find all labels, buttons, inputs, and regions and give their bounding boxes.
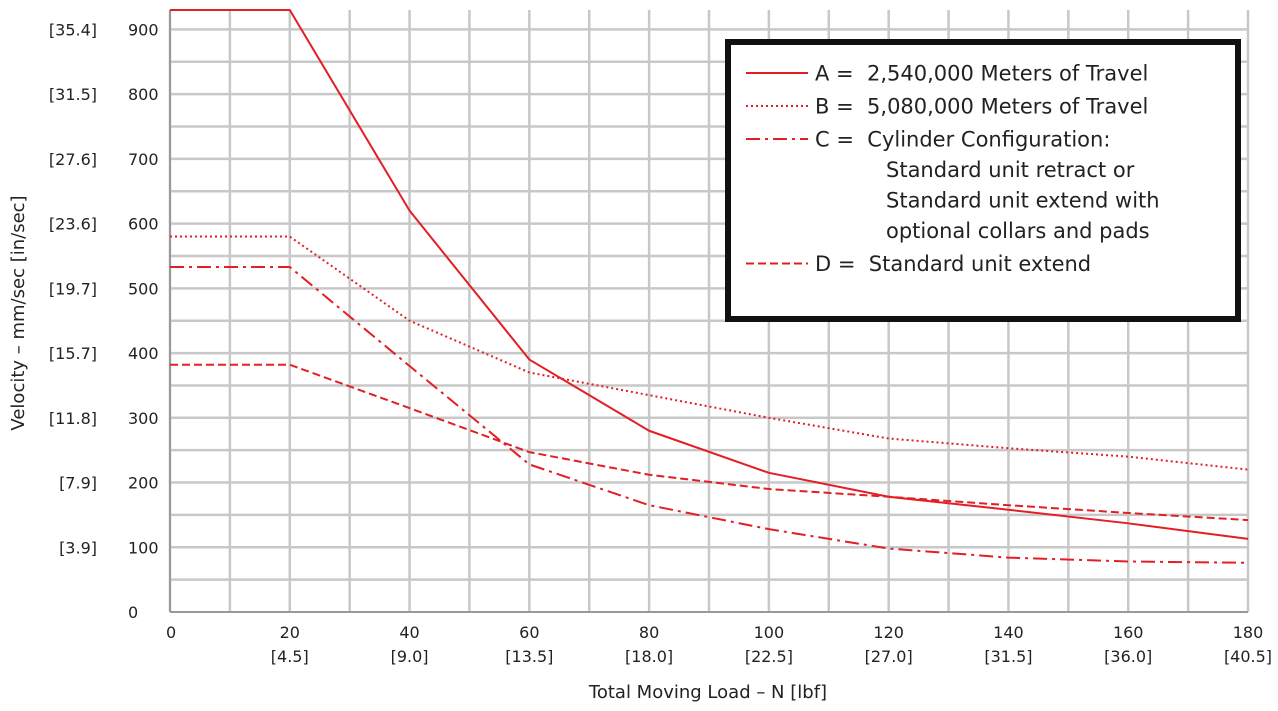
legend-label-c: optional collars and pads (886, 219, 1150, 243)
x-tick-label: 120 (873, 623, 904, 642)
y-axis-title: Velocity – mm/sec [in/sec] (8, 195, 29, 430)
x-tick-label: 0 (166, 623, 176, 642)
legend-label-d: D = Standard unit extend (815, 252, 1091, 276)
series-line-c (170, 265, 1249, 564)
x-axis-title: Total Moving Load – N [lbf] (588, 682, 827, 703)
x-tick-label: 180 (1233, 623, 1264, 642)
series-line-a (170, 9, 1249, 540)
x-tick-label-alt: [13.5] (505, 647, 553, 666)
x-tick-label-alt: [9.0] (391, 647, 429, 666)
series-lines (170, 9, 1249, 564)
legend-label-c: C = Cylinder Configuration: (815, 128, 1110, 152)
x-tick-label: 100 (754, 623, 785, 642)
x-tick-label: 60 (519, 623, 539, 642)
x-tick-label-alt: [18.0] (625, 647, 673, 666)
y-tick-label: 800 (128, 85, 159, 104)
y-tick-label-alt: [31.5] (49, 85, 97, 104)
y-tick-label-alt: [35.4] (49, 20, 97, 39)
y-tick-label: 300 (128, 409, 159, 428)
x-tick-label-alt: [4.5] (271, 647, 309, 666)
x-tick-label-alt: [31.5] (984, 647, 1032, 666)
legend: A = 2,540,000 Meters of Travel B = 5,080,… (725, 39, 1241, 322)
x-tick-label-alt: [36.0] (1104, 647, 1152, 666)
y-tick-label: 900 (128, 20, 159, 39)
y-tick-label: 600 (128, 215, 159, 234)
x-tick-label-alt: [40.5] (1224, 647, 1272, 666)
legend-label-c: Standard unit retract or (886, 158, 1135, 182)
x-tick-label: 160 (1113, 623, 1144, 642)
y-tick-label-alt: [23.6] (49, 215, 97, 234)
x-tick-label: 20 (280, 623, 300, 642)
x-tick-label: 140 (993, 623, 1024, 642)
y-tick-label-alt: [27.6] (49, 150, 97, 169)
y-tick-label: 400 (128, 344, 159, 363)
x-tick-label: 80 (639, 623, 659, 642)
y-tick-label-alt: [19.7] (49, 279, 97, 298)
x-axis-ticks: 0 20 [4.5] 40 [9.0] 60 [13.5] 80 [18.0] 100 [22.5]… (166, 623, 1272, 666)
y-tick-label-alt: [15.7] (49, 344, 97, 363)
x-tick-label-alt: [22.5] (745, 647, 793, 666)
legend-box (725, 39, 1241, 322)
y-tick-label-alt: [11.8] (49, 409, 97, 428)
y-tick-label: 500 (128, 279, 159, 298)
y-tick-label: 200 (128, 474, 159, 493)
y-tick-label-alt: [3.9] (59, 538, 97, 557)
x-tick-label: 40 (399, 623, 419, 642)
legend-label-b: B = 5,080,000 Meters of Travel (815, 95, 1148, 119)
y-tick-label: 700 (128, 150, 159, 169)
axes (169, 10, 1248, 613)
legend-label-c: Standard unit extend with (886, 189, 1160, 213)
series-line-d (170, 363, 1249, 522)
y-axis-ticks: 0 100 [3.9] 200 [7.9] 300 [11.8] 400 [15.7] 500 [1… (49, 20, 159, 622)
x-tick-label-alt: [27.0] (865, 647, 913, 666)
y-tick-label: 0 (128, 603, 138, 622)
legend-label-a: A = 2,540,000 Meters of Travel (815, 62, 1148, 86)
y-tick-label: 100 (128, 538, 159, 557)
y-tick-label-alt: [7.9] (59, 474, 97, 493)
